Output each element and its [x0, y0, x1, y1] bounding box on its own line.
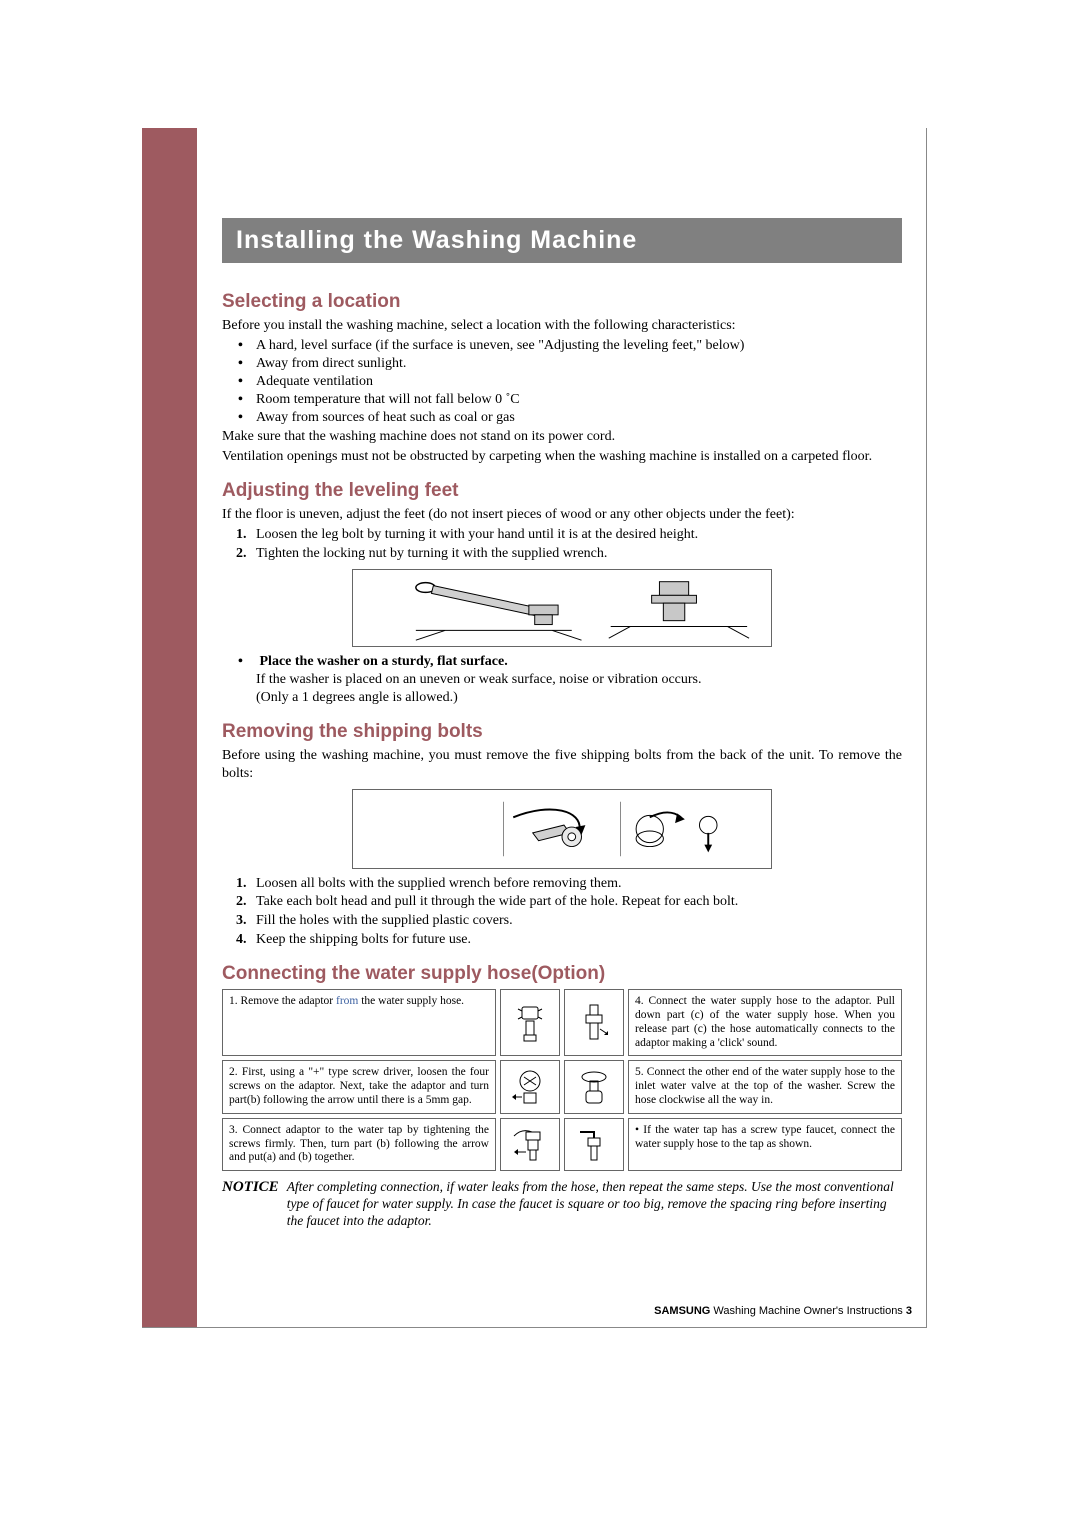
- hose-step-6: • If the water tap has a screw type fauc…: [628, 1118, 902, 1171]
- notice-text: After completing connection, if water le…: [287, 1179, 902, 1230]
- feet-step: 1.Loosen the leg bolt by turning it with…: [256, 526, 902, 544]
- bolts-step: 4.Keep the shipping bolts for future use…: [256, 931, 902, 949]
- feet-step: 2.Tighten the locking nut by turning it …: [256, 545, 902, 563]
- hose-fig-2: [500, 1060, 560, 1113]
- page-footer: SAMSUNG Washing Machine Owner's Instruct…: [654, 1305, 912, 1317]
- loc-bullet: Away from direct sunlight.: [256, 355, 902, 373]
- hose-step-4: 4. Connect the water supply hose to the …: [628, 989, 902, 1056]
- hose-fig-6: [564, 1118, 624, 1171]
- footer-page-number: 3: [906, 1305, 912, 1317]
- feet-intro: If the floor is uneven, adjust the feet …: [222, 506, 902, 524]
- page-content: Installing the Washing Machine Selecting…: [222, 218, 902, 1244]
- feet-caution: Place the washer on a sturdy, flat surfa…: [256, 653, 902, 707]
- feet-steps: 1.Loosen the leg bolt by turning it with…: [222, 526, 902, 563]
- loc-bullet: Away from sources of heat such as coal o…: [256, 409, 902, 427]
- bolts-step: 1.Loosen all bolts with the supplied wre…: [256, 875, 902, 893]
- hose-fig-1: [500, 989, 560, 1056]
- hose-step-1: 1. Remove the adaptor from the water sup…: [222, 989, 496, 1056]
- hose-step-3: 3. Connect adaptor to the water tap by t…: [222, 1118, 496, 1171]
- loc-bullet: Adequate ventilation: [256, 373, 902, 391]
- bolts-step: 3.Fill the holes with the supplied plast…: [256, 912, 902, 930]
- leveling-feet-diagram: [352, 569, 772, 647]
- footer-brand: SAMSUNG: [654, 1305, 710, 1317]
- heading-selecting-location: Selecting a location: [222, 291, 902, 313]
- hose-fig-4: [564, 989, 624, 1056]
- hose-fig-5: [564, 1060, 624, 1113]
- footer-text: Washing Machine Owner's Instructions: [710, 1305, 906, 1317]
- section-leveling-feet: Adjusting the leveling feet If the floor…: [222, 480, 902, 706]
- bolts-step: 2.Take each bolt head and pull it throug…: [256, 893, 902, 911]
- loc-bullet-list: A hard, level surface (if the surface is…: [222, 337, 902, 427]
- section-selecting-location: Selecting a location Before you install …: [222, 291, 902, 466]
- bolts-intro: Before using the washing machine, you mu…: [222, 747, 902, 783]
- hose-instruction-grid: 1. Remove the adaptor from the water sup…: [222, 989, 902, 1171]
- loc-bullet: Room temperature that will not fall belo…: [256, 391, 902, 409]
- loc-after2: Ventilation openings must not be obstruc…: [222, 448, 902, 466]
- notice-label: NOTICE: [222, 1179, 287, 1230]
- bolts-steps: 1.Loosen all bolts with the supplied wre…: [222, 875, 902, 950]
- heading-leveling-feet: Adjusting the leveling feet: [222, 480, 902, 502]
- shipping-bolts-diagram: [352, 789, 772, 869]
- hose-step-5: 5. Connect the other end of the water su…: [628, 1060, 902, 1113]
- loc-intro: Before you install the washing machine, …: [222, 317, 902, 335]
- loc-bullet: A hard, level surface (if the surface is…: [256, 337, 902, 355]
- heading-shipping-bolts: Removing the shipping bolts: [222, 721, 902, 743]
- hose-fig-3: [500, 1118, 560, 1171]
- section-shipping-bolts: Removing the shipping bolts Before using…: [222, 721, 902, 949]
- page-title: Installing the Washing Machine: [222, 218, 902, 263]
- hose-step-2: 2. First, using a "+" type screw driver,…: [222, 1060, 496, 1113]
- section-water-hose: Connecting the water supply hose(Option)…: [222, 963, 902, 1230]
- notice-block: NOTICE After completing connection, if w…: [222, 1179, 902, 1230]
- heading-water-hose: Connecting the water supply hose(Option): [222, 963, 902, 985]
- loc-after1: Make sure that the washing machine does …: [222, 428, 902, 446]
